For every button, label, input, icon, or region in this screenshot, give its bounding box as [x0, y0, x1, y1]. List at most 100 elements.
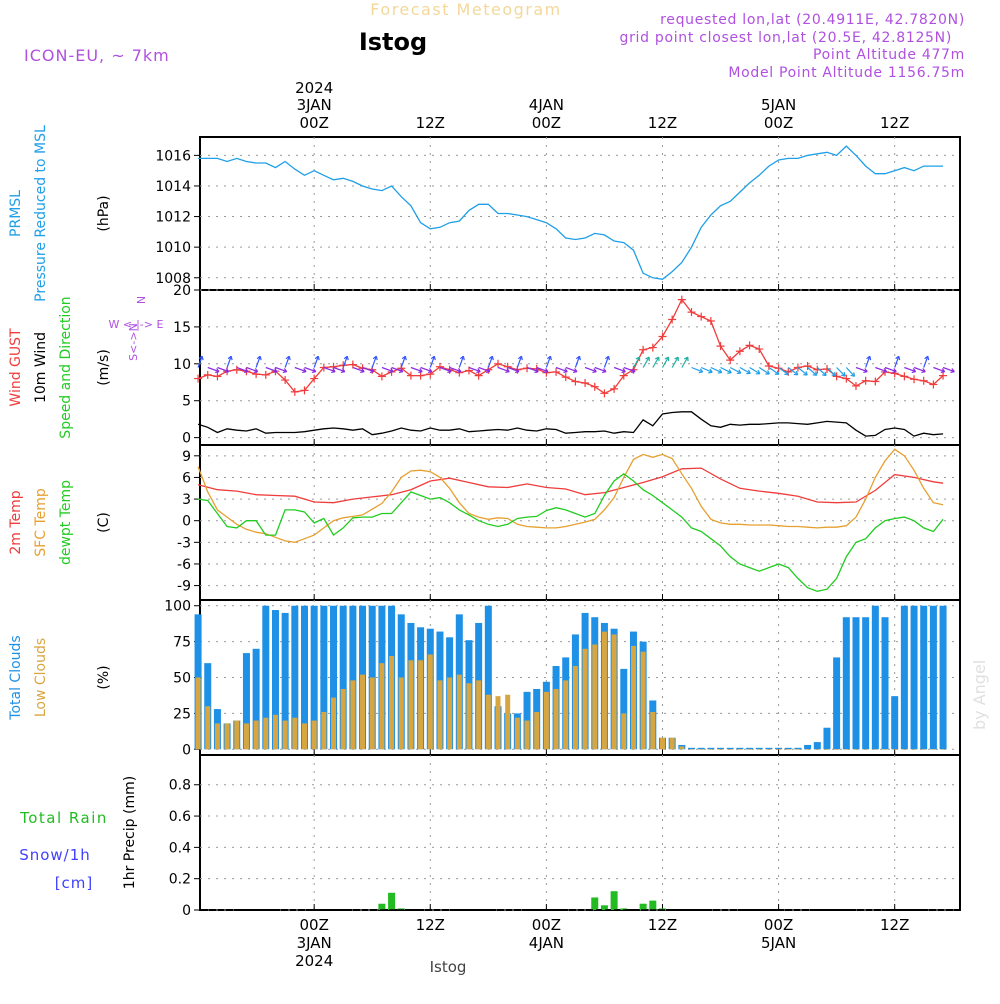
gust-point	[261, 370, 270, 379]
wind-arrow-head	[331, 368, 336, 374]
gust-point	[310, 374, 319, 383]
wind-direction-arrow	[478, 366, 491, 373]
gust-point	[929, 380, 938, 389]
bar-low-clouds	[640, 651, 646, 750]
bar-low-clouds	[930, 749, 936, 750]
y-tick-label: 0.2	[169, 872, 191, 888]
y-tick-label: 0.8	[169, 778, 191, 794]
wind-direction-arrow	[661, 356, 670, 368]
snow-legend: Snow/1h	[19, 846, 91, 864]
bar-low-clouds	[514, 717, 520, 750]
bar-total-clouds	[330, 605, 338, 750]
bar-total-clouds	[262, 605, 270, 750]
wind-direction-arrow	[574, 356, 581, 368]
gust-point	[822, 364, 831, 373]
bar-low-clouds	[456, 674, 462, 750]
wind-arrow-head	[882, 368, 888, 374]
bar-low-clouds	[282, 720, 288, 750]
y-tick-label: 75	[173, 635, 191, 651]
y-tick-label: 0.6	[169, 809, 191, 825]
bar-total-clouds	[320, 605, 328, 750]
wind-arrow-head	[430, 355, 436, 361]
wind-direction-arrow	[352, 366, 365, 373]
bar-low-clouds	[418, 660, 424, 750]
wind-direction-arrow	[875, 366, 887, 373]
wind-direction-arrow	[884, 366, 897, 373]
wind-arrow-head	[572, 368, 578, 374]
bar-low-clouds	[892, 749, 898, 750]
y-axis-label: Total Clouds	[8, 635, 24, 720]
gust-point	[900, 372, 909, 381]
wind-arrow-head	[389, 368, 394, 374]
wind-arrow-head	[273, 368, 278, 374]
wind-arrow-head	[635, 356, 641, 362]
bar-total-clouds	[300, 605, 308, 750]
wind-direction-arrow	[642, 356, 650, 368]
bar-low-clouds	[911, 749, 917, 750]
snow-unit: [cm]	[55, 874, 94, 892]
compass-n: N	[134, 296, 147, 304]
wind-direction-arrow	[255, 356, 261, 368]
bar-low-clouds	[582, 648, 588, 750]
gust-point	[581, 379, 590, 387]
y-tick-label: 1012	[155, 210, 191, 226]
bar-low-clouds	[679, 746, 685, 750]
y-tick-label: 3	[182, 492, 191, 508]
top-hour-label: 12Z	[416, 114, 445, 132]
gust-point	[213, 372, 222, 381]
signature-watermark: by Angel	[970, 660, 989, 730]
wind-direction-arrow	[652, 356, 660, 368]
wind-direction-arrow	[236, 366, 249, 373]
bar-total-clouds	[726, 747, 734, 750]
wind-arrow-head	[793, 370, 799, 376]
panel-frame	[199, 136, 961, 291]
bar-total-clouds	[484, 605, 492, 750]
series-line-10m-wind	[197, 411, 944, 437]
gust-point	[842, 374, 851, 383]
bar-low-clouds	[921, 749, 927, 750]
bar-total-clouds	[707, 747, 715, 750]
wind-arrow-head	[866, 355, 872, 361]
model-label: ICON-EU, ~ 7km	[24, 46, 170, 65]
wind-arrow-head	[360, 368, 365, 374]
wind-direction-arrow	[391, 366, 404, 373]
bar-low-clouds	[340, 688, 346, 750]
wind-direction-arrow	[294, 366, 307, 373]
wind-direction-arrow	[284, 356, 290, 368]
bar-low-clouds	[795, 749, 801, 750]
wind-direction-arrow	[691, 366, 703, 373]
wind-direction-arrow	[865, 356, 871, 368]
top-date-label: 4JAN	[529, 96, 564, 114]
bar-low-clouds	[243, 723, 249, 750]
wind-arrow-head	[198, 355, 204, 361]
bar-low-clouds	[601, 631, 607, 750]
bar-total-clouds	[775, 747, 783, 750]
bar-total-clouds	[717, 747, 725, 750]
bar-low-clouds	[650, 711, 656, 750]
y-tick-label: 5	[182, 394, 191, 410]
gust-point	[726, 356, 735, 365]
wind-arrow-head	[708, 368, 713, 374]
panel-frame	[199, 289, 961, 446]
bar-total-clouds	[939, 605, 947, 750]
gust-point	[910, 375, 919, 384]
bar-low-clouds	[437, 680, 443, 750]
wind-direction-arrow	[816, 367, 827, 377]
compass-legend: N W <-|-> ES<->N	[109, 296, 164, 361]
bar-total-clouds	[862, 617, 870, 750]
bar-low-clouds	[476, 680, 482, 750]
bar-low-clouds	[785, 749, 791, 750]
gust-point	[474, 371, 483, 380]
y-unit-label: (%)	[96, 665, 112, 689]
bar-low-clouds	[708, 749, 714, 750]
wind-arrow-head	[485, 368, 491, 374]
wind-direction-arrow	[507, 366, 520, 373]
bottom-hour-label: 00Z	[532, 916, 561, 934]
wind-arrow-head	[256, 355, 262, 361]
gust-point	[668, 315, 677, 324]
wind-arrow-head	[592, 368, 597, 374]
compass-sn: S<->N	[127, 323, 140, 361]
gust-point	[281, 376, 290, 385]
bar-total-clouds	[765, 747, 773, 750]
bar-low-clouds	[398, 677, 404, 750]
